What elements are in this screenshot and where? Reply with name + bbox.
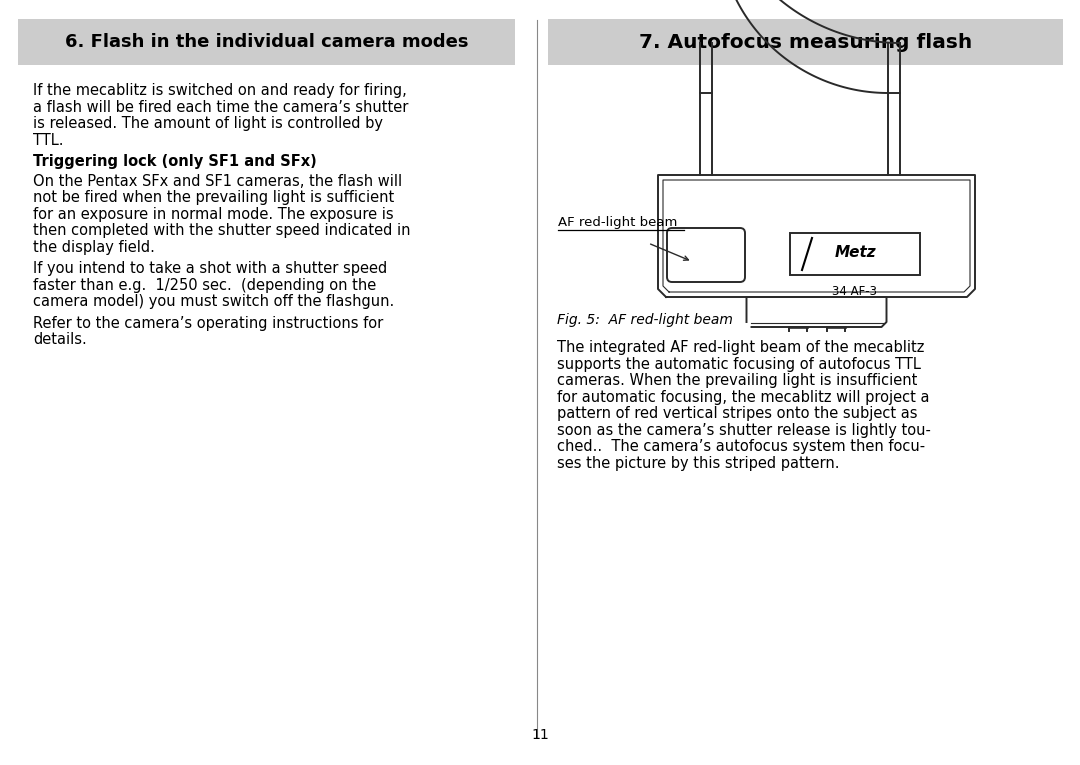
Text: 6. Flash in the individual camera modes: 6. Flash in the individual camera modes (65, 33, 469, 51)
Text: 34 AF-3: 34 AF-3 (833, 285, 877, 298)
Bar (18, 19, 515, 65)
Text: Refer to the camera’s operating instructions for: Refer to the camera’s operating instruct… (33, 315, 383, 330)
Text: Triggering lock (only SF1 and SFx): Triggering lock (only SF1 and SFx) (33, 154, 316, 169)
FancyBboxPatch shape (667, 228, 745, 282)
Text: for an exposure in normal mode. The exposure is: for an exposure in normal mode. The expo… (33, 207, 393, 222)
Text: The integrated AF red-light beam of the mecablitz: The integrated AF red-light beam of the … (557, 340, 924, 355)
Text: not be fired when the prevailing light is sufficient: not be fired when the prevailing light i… (33, 190, 394, 205)
Text: pattern of red vertical stripes onto the subject as: pattern of red vertical stripes onto the… (557, 406, 918, 421)
Text: If the mecablitz is switched on and ready for firing,: If the mecablitz is switched on and read… (33, 83, 407, 98)
Text: is released. The amount of light is controlled by: is released. The amount of light is cont… (33, 116, 383, 131)
Text: for automatic focusing, the mecablitz will project a: for automatic focusing, the mecablitz wi… (557, 389, 930, 405)
Text: supports the automatic focusing of autofocus TTL: supports the automatic focusing of autof… (557, 356, 921, 372)
Text: a flash will be fired each time the camera’s shutter: a flash will be fired each time the came… (33, 99, 408, 115)
Bar (789, 233, 920, 275)
Text: AF red-light beam: AF red-light beam (558, 216, 677, 229)
Text: TTL.: TTL. (33, 132, 64, 148)
Text: then completed with the shutter speed indicated in: then completed with the shutter speed in… (33, 223, 410, 238)
Text: On the Pentax SFx and SF1 cameras, the flash will: On the Pentax SFx and SF1 cameras, the f… (33, 174, 402, 188)
Text: faster than e.g.  1/250 sec.  (depending on the: faster than e.g. 1/250 sec. (depending o… (33, 278, 376, 292)
Text: Metz: Metz (834, 245, 876, 259)
Text: the display field.: the display field. (33, 239, 154, 255)
Text: If you intend to take a shot with a shutter speed: If you intend to take a shot with a shut… (33, 261, 388, 276)
Text: details.: details. (33, 332, 86, 347)
Text: Fig. 5:  AF red-light beam: Fig. 5: AF red-light beam (557, 313, 733, 327)
Text: ses the picture by this striped pattern.: ses the picture by this striped pattern. (557, 455, 839, 470)
Bar (548, 19, 1063, 65)
Text: ched..  The camera’s autofocus system then focu-: ched.. The camera’s autofocus system the… (557, 439, 926, 454)
Text: cameras. When the prevailing light is insufficient: cameras. When the prevailing light is in… (557, 373, 917, 388)
Text: soon as the camera’s shutter release is lightly tou-: soon as the camera’s shutter release is … (557, 422, 931, 438)
Text: 11: 11 (531, 728, 549, 742)
Text: camera model) you must switch off the flashgun.: camera model) you must switch off the fl… (33, 294, 394, 309)
Text: 7. Autofocus measuring flash: 7. Autofocus measuring flash (639, 32, 973, 51)
